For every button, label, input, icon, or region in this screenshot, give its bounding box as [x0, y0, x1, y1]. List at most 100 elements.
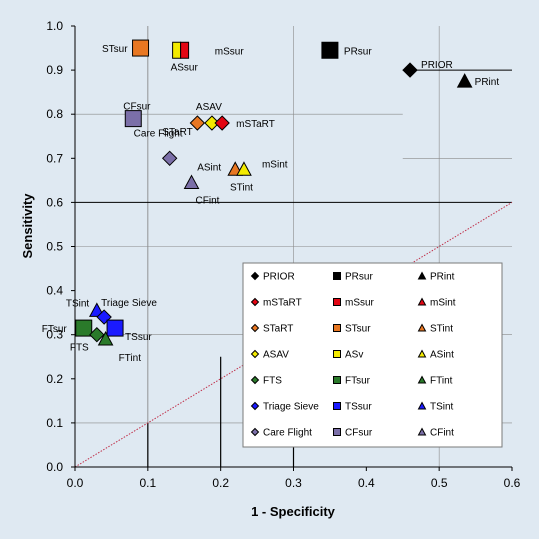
- y-tick-label: 0.1: [46, 416, 63, 430]
- y-tick-label: 0.4: [46, 284, 63, 298]
- y-tick-label: 0.6: [46, 195, 63, 209]
- legend-swatch-fts: [250, 375, 260, 385]
- point-label-print: PRint: [475, 77, 500, 88]
- x-tick-label: 0.0: [67, 476, 84, 490]
- point-start: [189, 115, 206, 131]
- legend-swatch-ftint: [417, 375, 427, 384]
- point-label-triage-sieve: Triage Sieve: [101, 298, 157, 309]
- point-label-tsint: TSint: [66, 298, 90, 309]
- point-label-ftint: FTint: [119, 353, 142, 364]
- legend-swatch-start: [250, 323, 260, 333]
- point-label-stint: STint: [230, 182, 253, 193]
- legend-label-msint: mSint: [430, 298, 456, 309]
- y-tick-label: 0.7: [46, 151, 63, 165]
- legend-swatch-mssur: [333, 298, 341, 306]
- point-label-care-flight: Care Flight: [134, 128, 183, 139]
- point-label-tssur: TSsur: [125, 332, 152, 343]
- legend-box: [242, 262, 503, 448]
- legend-swatch-print: [417, 271, 427, 280]
- point-label-cfint: CFint: [196, 196, 220, 207]
- legend-label-mssur: mSsur: [345, 298, 375, 309]
- point-label-mstart: mSTaRT: [236, 119, 275, 130]
- legend-swatch-tsint: [417, 401, 427, 410]
- point-label-ftsur: FTsur: [42, 324, 68, 335]
- legend-swatch-stint: [417, 323, 427, 332]
- legend-swatch-prsur: [333, 272, 341, 280]
- point-ftint: [97, 331, 114, 346]
- y-axis-title: Sensitivity: [20, 193, 35, 259]
- point-asav: [204, 115, 220, 131]
- legend-swatch-ftsur: [333, 376, 341, 384]
- point-assur-right: [180, 41, 190, 59]
- point-prior: [402, 62, 418, 78]
- legend-swatch-triage-sieve: [250, 401, 260, 411]
- legend-swatch-cfint: [417, 427, 427, 436]
- axes: 0.0 0.1 0.2 0.3 0.4 0.5 0.6 0.0 0.1 0.2 0.3 0.4 0.5 0…: [46, 19, 520, 490]
- point-label-mssur: mSsur: [215, 46, 245, 57]
- legend-swatch-prior: [250, 271, 260, 281]
- legend-label-tsint: TSint: [430, 402, 454, 413]
- legend-label-mstart: mSTaRT: [263, 298, 302, 309]
- point-label-stsur: STsur: [102, 44, 128, 55]
- legend-label-prior: PRIOR: [263, 272, 295, 283]
- legend-label-stsur: STsur: [345, 324, 371, 335]
- x-tick-label: 0.3: [285, 476, 302, 490]
- point-label-msint: mSint: [262, 159, 288, 170]
- point-tssur: [106, 319, 124, 337]
- legend-label-asv: ASv: [345, 350, 363, 361]
- x-tick-label: 0.4: [358, 476, 375, 490]
- legend-label-asav: ASAV: [263, 350, 289, 361]
- legend-label-care-flight: Care Flight: [263, 428, 312, 439]
- legend-label-fts: FTS: [263, 376, 282, 387]
- legend-swatch-care-flight: [250, 427, 260, 437]
- legend-swatch-asint: [417, 349, 427, 358]
- legend-label-cfint: CFint: [430, 428, 454, 439]
- point-label-asav: ASAV: [196, 102, 222, 113]
- data-labels: STsur ASsur PRsur PRIOR PRint CFsur STaRT ASAV m…: [42, 44, 500, 364]
- legend-label-prsur: PRsur: [345, 272, 373, 283]
- point-label-asint: ASint: [197, 162, 221, 173]
- legend-swatch-msint: [417, 297, 427, 306]
- y-tick-label: 0.0: [46, 460, 63, 474]
- legend-swatch-mstart: [250, 297, 260, 307]
- y-tick-label: 1.0: [46, 19, 63, 33]
- legend-label-start: STaRT: [263, 324, 293, 335]
- legend-label-cfsur: CFsur: [345, 428, 373, 439]
- point-label-prsur: PRsur: [344, 46, 372, 57]
- point-label-start: STaRT: [162, 127, 192, 138]
- legend-swatch-stsur: [333, 324, 341, 332]
- legend-swatch-cfsur: [333, 428, 341, 436]
- point-stsur: [132, 39, 150, 57]
- y-tick-label: 0.5: [46, 240, 63, 254]
- point-mstart: [214, 115, 230, 131]
- x-tick-label: 0.5: [431, 476, 448, 490]
- y-tick-label: 0.3: [46, 328, 63, 342]
- y-tick-label: 0.2: [46, 372, 63, 386]
- point-label-cfsur: CFsur: [123, 102, 151, 113]
- legend-label-tssur: TSsur: [345, 402, 372, 413]
- legend-label-triage-sieve: Triage Sieve: [263, 402, 319, 413]
- point-care-flight: [161, 150, 178, 167]
- point-assur: [172, 41, 182, 59]
- point-cfint: [183, 174, 200, 190]
- legend-swatch-asav: [250, 349, 260, 359]
- point-cfsur: [124, 110, 142, 128]
- point-label-assur: ASsur: [171, 62, 199, 73]
- data-markers: [75, 39, 473, 346]
- x-tick-label: 0.1: [139, 476, 156, 490]
- y-tick-label: 0.9: [46, 63, 63, 77]
- point-print: [456, 73, 473, 88]
- x-tick-label: 0.6: [504, 476, 521, 490]
- legend-swatch-asv: [333, 350, 341, 358]
- legend-label-asint: ASint: [430, 350, 454, 361]
- point-label-prior: PRIOR: [421, 60, 453, 71]
- point-stint: [236, 161, 252, 176]
- x-tick-label: 0.2: [212, 476, 229, 490]
- y-tick-label: 0.8: [46, 107, 63, 121]
- point-fts: [89, 326, 105, 343]
- point-ftsur: [75, 319, 93, 337]
- point-label-fts: FTS: [70, 343, 89, 354]
- legend-label-ftsur: FTsur: [345, 376, 371, 387]
- x-axis-title: 1 - Specificity: [251, 504, 336, 519]
